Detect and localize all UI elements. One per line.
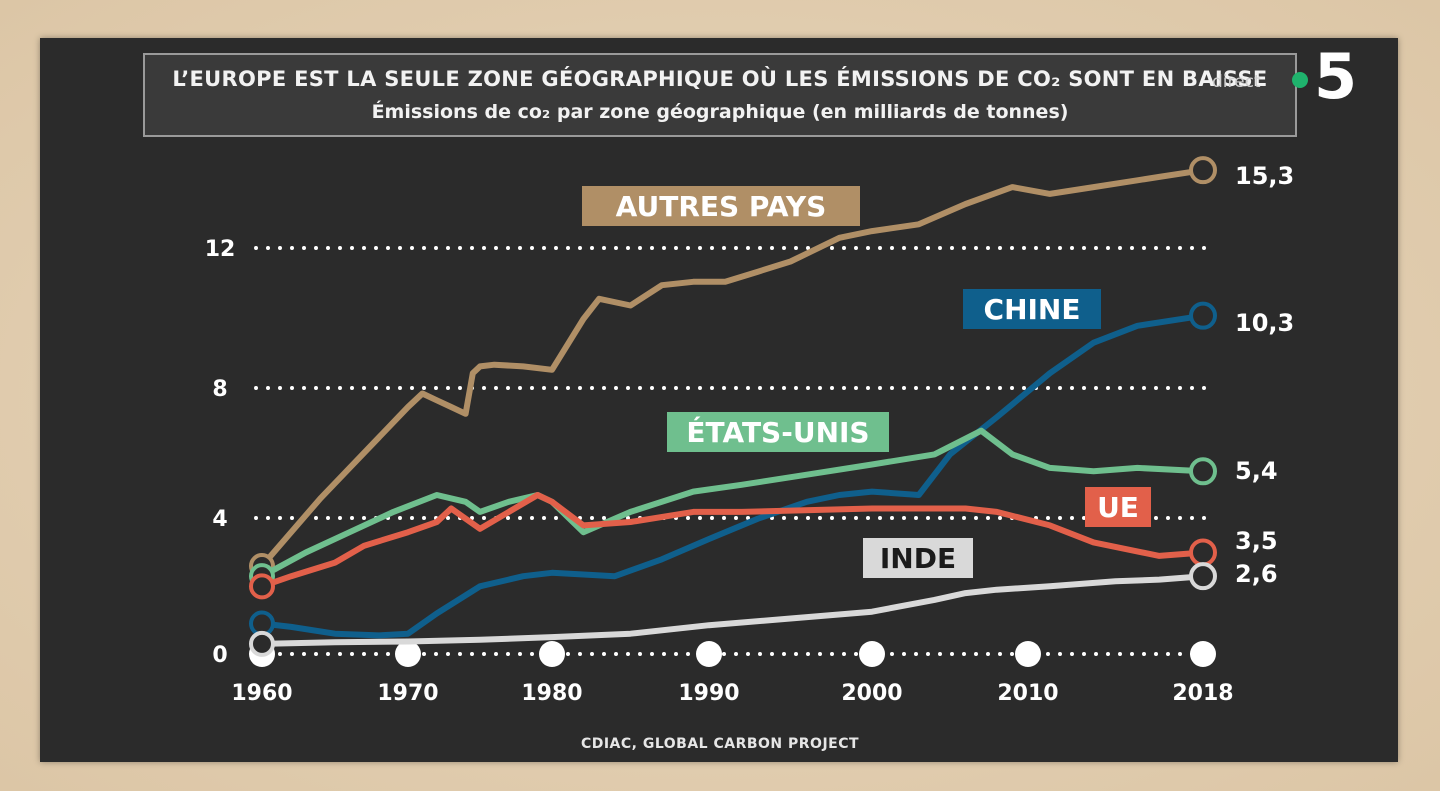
x-tick-dot-1990: [696, 641, 722, 667]
series-line-ue: [259, 492, 1206, 590]
series-tag-label-chine: CHINE: [984, 293, 1081, 326]
logo-direct-text: direct: [1212, 72, 1261, 92]
x-tick-dot-2010: [1015, 641, 1041, 667]
series-tag-label-inde: INDE: [880, 542, 956, 575]
series-tag-inde: [863, 538, 973, 578]
end-value-label-tats-unis: 5,4: [1235, 457, 1278, 485]
y-tick-label-8: 8: [212, 377, 227, 402]
x-tick-label-1980: 1980: [521, 681, 582, 706]
series-tag-label-autres-pays: AUTRES PAYS: [616, 190, 827, 223]
x-tick-label-1990: 1990: [678, 681, 739, 706]
series-start-marker-inde: [249, 630, 275, 657]
series-line-chine: [259, 312, 1206, 639]
series-end-marker-inde: [1189, 562, 1217, 591]
y-tick-label-4: 4: [212, 507, 227, 532]
series-line-inde: [259, 573, 1206, 647]
series-tag-label-ue: UE: [1097, 491, 1139, 524]
x-tick-label-2018: 2018: [1172, 681, 1233, 706]
series-end-marker-ue: [1189, 538, 1217, 567]
chart-source: CDIAC, GLOBAL CARBON PROJECT: [580, 736, 860, 752]
series-tag-tats-unis: [667, 412, 889, 452]
y-tick-label-12: 12: [205, 237, 236, 262]
series-tag-chine: [963, 289, 1101, 329]
y-tick-label-0: 0: [212, 643, 227, 668]
x-tick-dot-2000: [859, 641, 885, 667]
series-tag-autres-pays: [582, 186, 860, 226]
x-tick-label-1960: 1960: [231, 681, 292, 706]
x-tick-dot-2018: [1190, 641, 1216, 667]
series-end-marker-tats-unis: [1189, 457, 1217, 486]
chart-title: L’EUROPE EST LA SEULE ZONE GÉOGRAPHIQUE …: [172, 67, 1268, 91]
series-start-marker-ue: [249, 573, 275, 600]
title-box: L’EUROPE EST LA SEULE ZONE GÉOGRAPHIQUE …: [143, 53, 1297, 137]
series-line-autres-pays: [259, 167, 1206, 569]
series-tag-label-tats-unis: ÉTATS-UNIS: [686, 415, 869, 449]
end-value-label-inde: 2,6: [1235, 560, 1278, 588]
x-tick-label-2000: 2000: [841, 681, 902, 706]
series-end-marker-chine: [1189, 301, 1217, 330]
logo-dot-icon: [1292, 72, 1308, 88]
x-tick-label-1970: 1970: [377, 681, 438, 706]
end-value-label-chine: 10,3: [1235, 309, 1294, 337]
x-tick-label-2010: 2010: [997, 681, 1058, 706]
x-tick-dot-1970: [395, 641, 421, 667]
logo-number: 5: [1314, 40, 1358, 113]
series-end-marker-autres-pays: [1189, 156, 1217, 185]
series-tag-ue: [1085, 487, 1151, 527]
chart-subtitle: Émissions de co₂ par zone géographique (…: [371, 101, 1069, 123]
end-value-label-autres-pays: 15,3: [1235, 162, 1294, 190]
series-line-tats-unis: [259, 427, 1206, 580]
end-value-label-ue: 3,5: [1235, 527, 1278, 555]
channel-logo: direct 5: [1210, 42, 1360, 112]
x-tick-dot-1980: [539, 641, 565, 667]
